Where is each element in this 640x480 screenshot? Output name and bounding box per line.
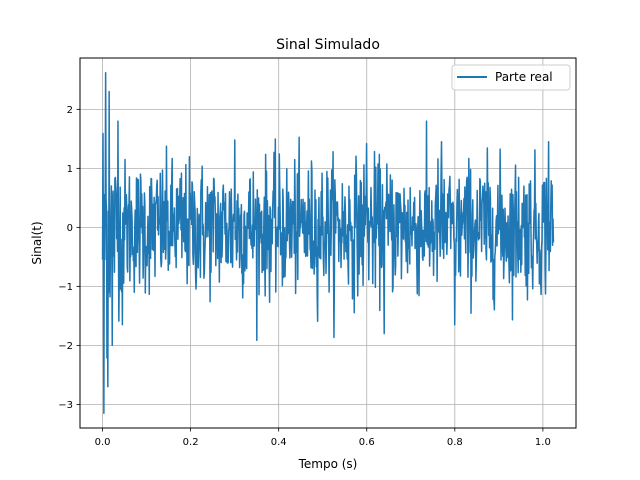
y-tick-label: 0 <box>67 223 73 234</box>
series-line-parte-real <box>101 72 555 414</box>
plot-frame <box>79 57 577 429</box>
y-tick-label: −1 <box>58 282 73 293</box>
x-tick-label: 1.0 <box>535 437 551 448</box>
legend: Parte real <box>451 64 571 91</box>
x-tick-label: 0.8 <box>447 437 463 448</box>
series-layer <box>101 72 555 414</box>
x-axis-ticks: 0.0 0.2 0.4 0.6 0.8 1.0 <box>95 428 551 448</box>
y-tick-label: 2 <box>67 105 73 116</box>
y-tick-label: −3 <box>58 400 73 411</box>
y-tick-label: 1 <box>67 164 73 175</box>
x-tick-label: 0.4 <box>271 437 287 448</box>
y-axis-label: Sinal(t) <box>30 221 44 264</box>
y-axis-ticks: −3 −2 −1 0 1 2 <box>58 105 80 411</box>
x-tick-label: 0.0 <box>95 437 111 448</box>
y-tick-label: −2 <box>58 341 73 352</box>
legend-label-parte-real: Parte real <box>495 70 553 84</box>
x-tick-label: 0.6 <box>359 437 375 448</box>
x-axis-label: Tempo (s) <box>298 457 358 471</box>
x-tick-label: 0.2 <box>183 437 199 448</box>
legend-box <box>451 64 571 91</box>
chart-title: Sinal Simulado <box>276 37 380 53</box>
